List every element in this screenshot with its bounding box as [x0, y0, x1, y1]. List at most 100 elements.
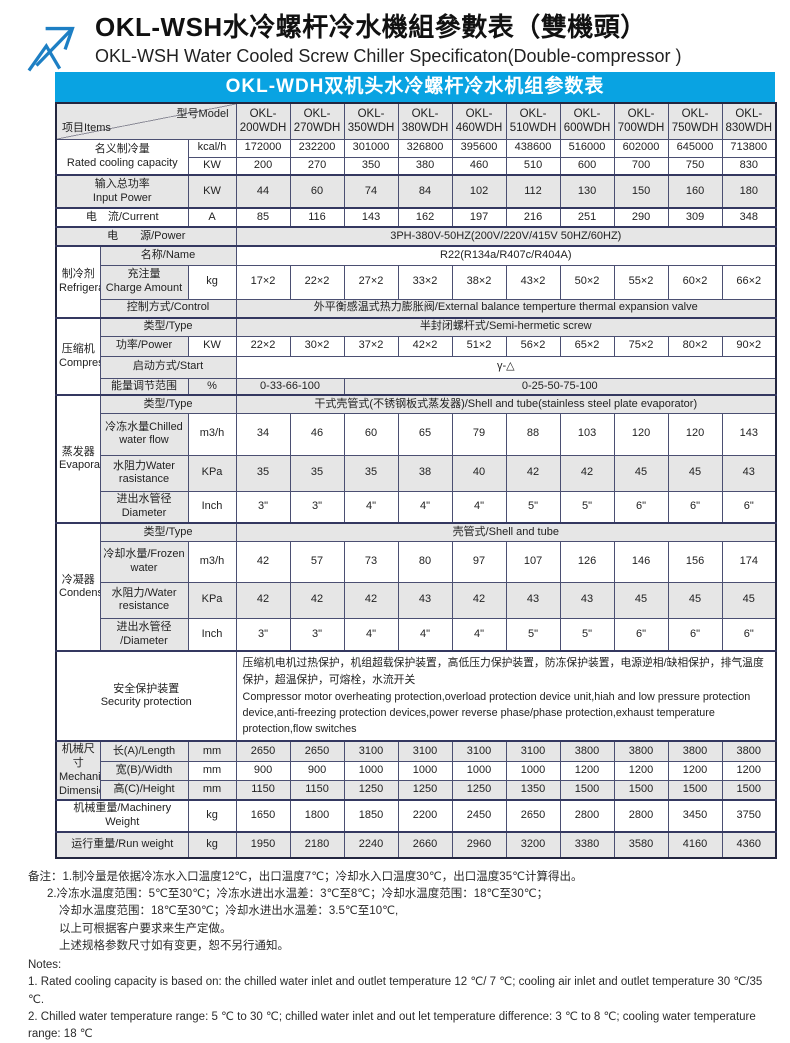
value-cell: 45: [721, 581, 777, 619]
value-cell: 3100: [343, 740, 399, 762]
section-label-dimensions: 机械尺寸 Mechanical Dimensions: [55, 740, 101, 801]
value-cell: 6": [613, 617, 669, 652]
value-cell: 2650: [505, 799, 561, 833]
value-cell: 516000: [559, 138, 615, 158]
row-condenser-type: 冷凝器 Condenser 类型/Type 壳管式/Shell and tube: [55, 522, 777, 652]
value-cell: 1500: [559, 779, 615, 801]
row-label: 水阻力Water rasistance: [99, 454, 189, 492]
value-cell: 348: [721, 207, 777, 228]
value-cell: 2180: [289, 830, 345, 859]
value-cell: 42: [235, 540, 291, 583]
row-label: 进出水管径 Diameter: [99, 490, 189, 524]
value-cell: R22(R134a/R407c/R404A): [235, 245, 777, 266]
value-cell: 3100: [397, 740, 453, 762]
value-cell: 1200: [613, 760, 669, 781]
value-cell: 1250: [343, 779, 399, 801]
value-cell: 40: [451, 454, 507, 492]
value-cell: 37×2: [343, 335, 399, 357]
value-cell: 645000: [667, 138, 723, 158]
value-cell: 45: [613, 454, 669, 492]
value-cell: 22×2: [289, 264, 345, 300]
value-cell: 3800: [667, 740, 723, 762]
value-cell: 1250: [451, 779, 507, 801]
unit-cell: A: [187, 207, 237, 228]
value-cell: 50×2: [559, 264, 615, 300]
value-cell: 172000: [235, 138, 291, 158]
row-condenser-diameter: 进出水管径 /Diameter Inch 3" 3" 4" 4" 4" 5" 5" 6" 6" 6…: [56, 617, 777, 652]
value-cell: 38×2: [451, 264, 507, 300]
value-cell: 1800: [289, 799, 345, 833]
value-cell: 1000: [397, 760, 453, 781]
value-cell: 45: [613, 581, 669, 619]
security-text-cn: 压缩机电机过热保护，机组超载保护装置，高低压力保护装置，防冻保护装置，电源逆相/…: [242, 657, 764, 686]
unit-cell: kg: [187, 799, 237, 833]
value-cell: 4": [343, 490, 399, 524]
value-cell: 60: [343, 412, 399, 456]
unit-cell: mm: [187, 779, 237, 801]
model-header-cell: OKL- 600WDH: [559, 102, 615, 140]
value-cell: 510: [505, 156, 561, 176]
value-cell: 180: [721, 174, 777, 209]
value-cell: 0-25-50-75-100: [343, 377, 777, 396]
value-cell: 162: [397, 207, 453, 228]
value-cell: 350: [343, 156, 399, 176]
value-cell: 4": [397, 490, 453, 524]
value-cell: 2650: [235, 740, 291, 762]
value-cell: 2800: [559, 799, 615, 833]
value-cell: 35: [343, 454, 399, 492]
row-evaporator-type: 蒸发器 Evaporator 类型/Type 干式壳管式(不锈钢板式蒸发器)/S…: [55, 394, 777, 524]
table-banner: OKL-WDH双机头水冷螺杆冷水机组参数表: [55, 72, 775, 102]
value-cell: 35: [235, 454, 291, 492]
row-label: 能量调节范围: [99, 377, 189, 396]
value-cell: 43: [397, 581, 453, 619]
corner-items-label: 项目Items: [62, 121, 111, 134]
value-cell: 2200: [397, 799, 453, 833]
value-cell: 45: [667, 454, 723, 492]
value-cell: 3": [289, 490, 345, 524]
value-cell: 干式壳管式(不锈钢板式蒸发器)/Shell and tube(stainless…: [235, 394, 777, 414]
row-compressor-power: 功率/Power KW 22×2 30×2 37×2 42×2 51×2 56×2 65×2…: [56, 335, 777, 357]
note-line-cn-3: 冷却水温度范围：18℃至30℃；冷却水进出水温差：3.5℃至10℃,: [59, 905, 399, 918]
value-cell: 1150: [235, 779, 291, 801]
row-refrigerant-name: 制冷剂 Refrigerant 名称/Name R22(R134a/R407c/…: [55, 245, 777, 319]
value-cell: 438600: [505, 138, 561, 158]
value-cell: 45: [667, 581, 723, 619]
unit-cell: KW: [187, 335, 237, 357]
value-cell: 壳管式/Shell and tube: [235, 522, 777, 542]
value-cell: 3800: [721, 740, 777, 762]
section-label-compressor: 压缩机 Compressor: [55, 316, 101, 396]
value-cell: 112: [505, 174, 561, 209]
row-evaporator-resistance: 水阻力Water rasistance KPa 35 35 35 38 40 42 42 45…: [56, 454, 777, 492]
section-label-evaporator: 蒸发器 Evaporator: [55, 394, 101, 524]
unit-cell: m3/h: [187, 540, 237, 583]
value-cell: 1350: [505, 779, 561, 801]
row-label: 名义制冷量 Rated cooling capacity: [55, 138, 189, 176]
value-cell: 900: [289, 760, 345, 781]
unit-cell: Inch: [187, 490, 237, 524]
unit-cell: KW: [187, 174, 237, 209]
value-cell: 4": [451, 490, 507, 524]
unit-cell: KW: [187, 156, 237, 176]
value-cell: 2650: [289, 740, 345, 762]
value-cell: 3580: [613, 830, 669, 859]
page-subtitle: OKL-WSH Water Cooled Screw Chiller Speci…: [95, 45, 682, 66]
value-cell: 57: [289, 540, 345, 583]
note-line-cn-4: 以上可根据客户要求来生产定做。: [59, 922, 232, 935]
value-cell: 216: [505, 207, 561, 228]
value-cell: 290: [613, 207, 669, 228]
value-cell: 3100: [505, 740, 561, 762]
value-cell: 5": [559, 617, 615, 652]
value-cell: 6": [613, 490, 669, 524]
value-cell: 460: [451, 156, 507, 176]
value-cell: 3PH-380V-50HZ(200V/220V/415V 50HZ/60HZ): [235, 226, 777, 247]
row-cooling-kcal: 名义制冷量 Rated cooling capacity kcal/h 1720…: [55, 138, 777, 176]
row-evaporator-flow: 冷冻水量Chilled water flow m3/h 34 46 60 65 79 88…: [56, 412, 777, 456]
value-cell: 2450: [451, 799, 507, 833]
unit-cell: mm: [187, 740, 237, 762]
row-compressor-energy: 能量调节范围 % 0-33-66-100 0-25-50-75-100: [56, 377, 777, 396]
table-header-row: 项目Items 型号Model OKL- 200WDH OKL- 270WDH OK…: [55, 102, 777, 140]
value-cell: 301000: [343, 138, 399, 158]
model-header-cell: OKL- 830WDH: [721, 102, 777, 140]
row-label: 类型/Type: [99, 522, 237, 542]
value-cell: 43: [721, 454, 777, 492]
